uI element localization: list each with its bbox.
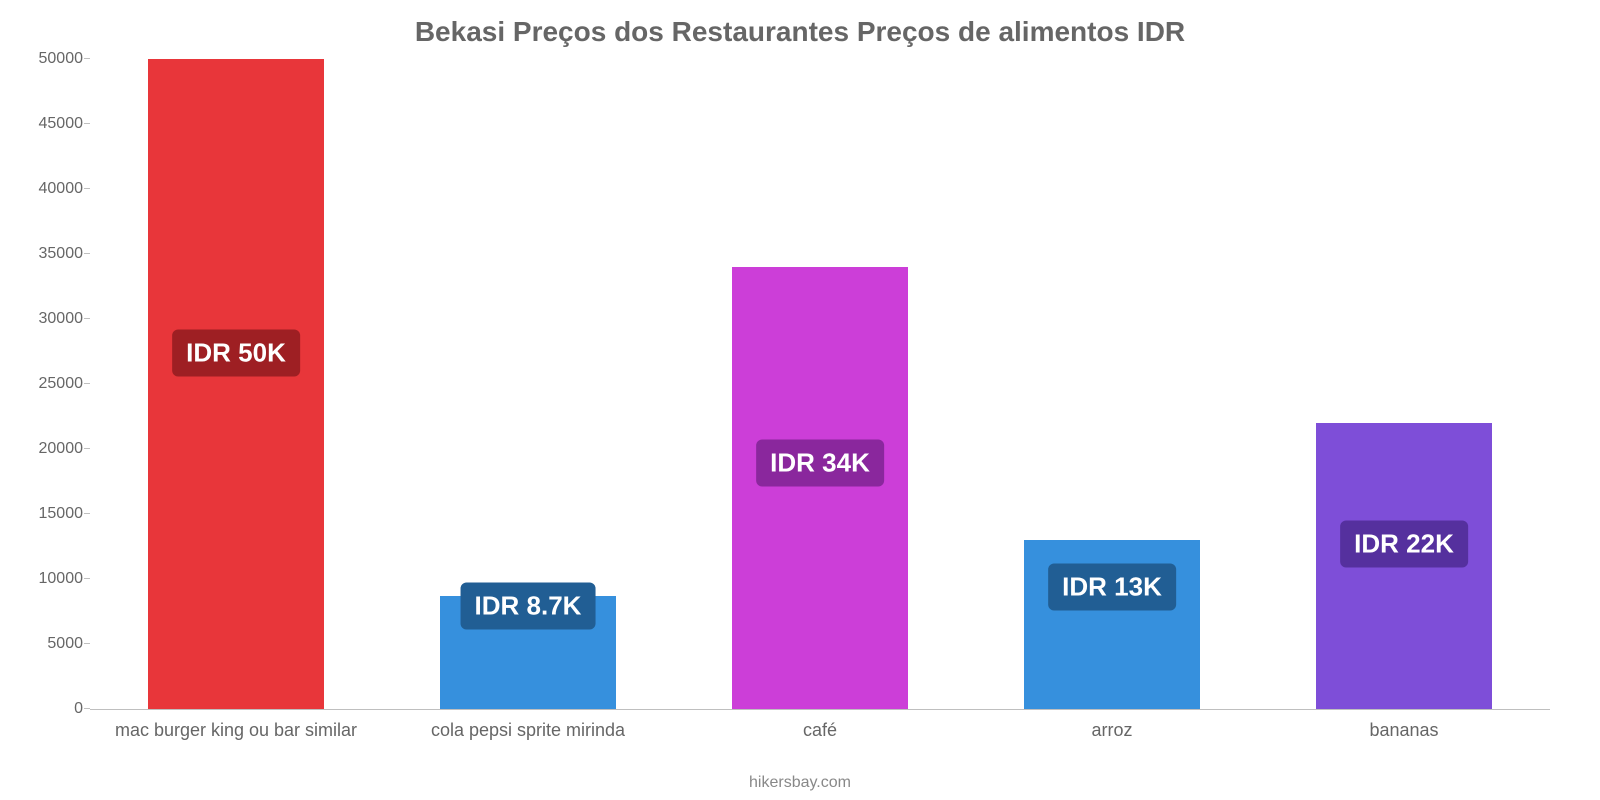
x-category-label: café (681, 720, 958, 741)
y-tick-mark (84, 513, 90, 514)
y-tick-mark (84, 448, 90, 449)
y-tick-label: 5000 (35, 635, 83, 653)
y-tick-label: 15000 (35, 505, 83, 523)
y-tick-label: 50000 (35, 50, 83, 68)
chart-container: Bekasi Preços dos Restaurantes Preços de… (0, 0, 1600, 800)
y-tick-mark (84, 318, 90, 319)
y-tick-label: 20000 (35, 440, 83, 458)
plot-area: 0500010000150002000025000300003500040000… (90, 60, 1550, 710)
y-tick-label: 35000 (35, 245, 83, 263)
value-badge: IDR 22K (1340, 520, 1468, 567)
y-tick-label: 10000 (35, 570, 83, 588)
x-category-label: bananas (1265, 720, 1542, 741)
bar (732, 267, 907, 709)
y-tick-mark (84, 58, 90, 59)
y-tick-mark (84, 383, 90, 384)
y-tick-mark (84, 643, 90, 644)
x-category-label: cola pepsi sprite mirinda (389, 720, 666, 741)
bar (148, 59, 323, 709)
y-tick-label: 30000 (35, 310, 83, 328)
y-tick-mark (84, 253, 90, 254)
y-tick-label: 40000 (35, 180, 83, 198)
value-badge: IDR 8.7K (461, 583, 596, 630)
chart-footer: hikersbay.com (0, 774, 1600, 792)
y-tick-label: 0 (35, 700, 83, 718)
value-badge: IDR 13K (1048, 563, 1176, 610)
value-badge: IDR 34K (756, 440, 884, 487)
value-badge: IDR 50K (172, 329, 300, 376)
chart-title: Bekasi Preços dos Restaurantes Preços de… (0, 16, 1600, 48)
y-tick-mark (84, 578, 90, 579)
x-category-label: mac burger king ou bar similar (97, 720, 374, 741)
x-category-label: arroz (973, 720, 1250, 741)
y-tick-label: 45000 (35, 115, 83, 133)
y-tick-mark (84, 123, 90, 124)
y-tick-mark (84, 708, 90, 709)
y-tick-mark (84, 188, 90, 189)
y-tick-label: 25000 (35, 375, 83, 393)
